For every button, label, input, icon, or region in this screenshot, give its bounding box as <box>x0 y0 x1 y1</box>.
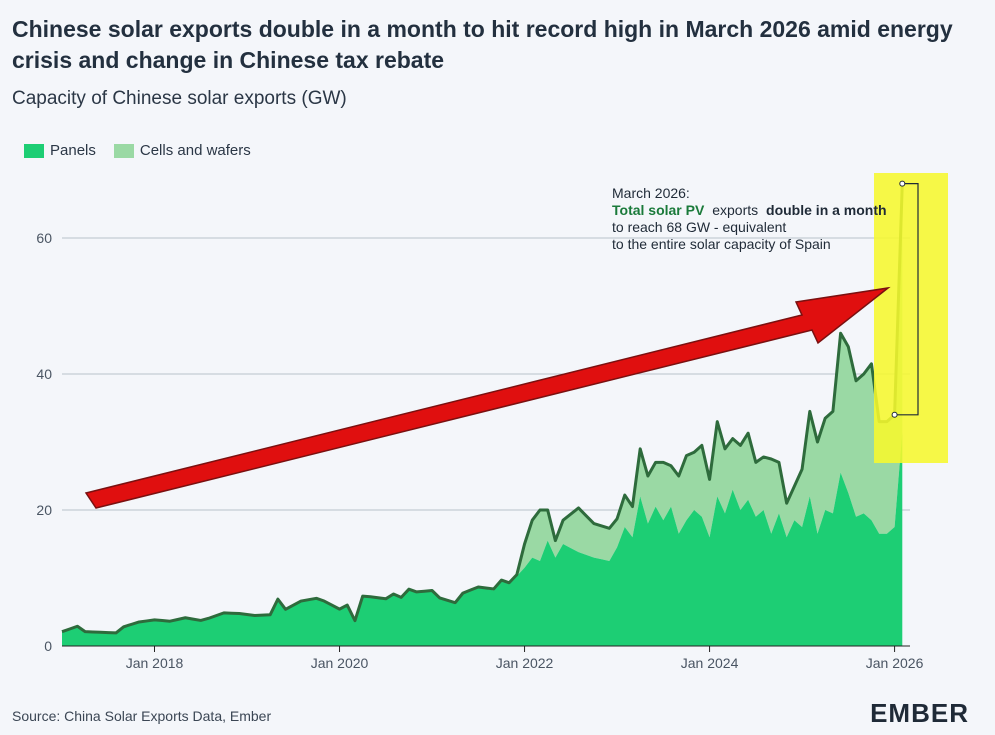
total-line <box>61 182 904 635</box>
area-chart: 0 20 40 60 Jan 2018 Jan 2020 Jan 2022 Jan 2024 J… <box>36 173 948 671</box>
annotation-text-1: exports <box>712 202 758 218</box>
legend-item-cells-and-wafers: Cells and wafers <box>113 142 251 159</box>
area-panels <box>62 431 903 646</box>
x-tick-label: Jan 2024 <box>681 655 739 671</box>
y-tick-label: 20 <box>36 502 52 518</box>
y-tick-label: 40 <box>36 366 52 382</box>
annotation-bold-text: double in a month <box>766 202 887 218</box>
y-tick-label: 0 <box>44 638 52 654</box>
legend-swatch-cells-and-wafers <box>113 143 134 158</box>
chart-subtitle: Capacity of Chinese solar exports (GW) <box>12 88 347 109</box>
x-tick-label: Jan 2026 <box>866 655 924 671</box>
annotation-text-2-line-b: to the entire solar capacity of Spain <box>612 236 831 252</box>
ember-logo: EMBER <box>870 698 969 728</box>
annotation-date-label: March 2026: <box>612 185 690 201</box>
annotation-body: Total solar PV exports double in a month <box>612 202 887 218</box>
x-tick-label: Jan 2020 <box>311 655 369 671</box>
annotation-text-2: to reach 68 GW - equivalent to the entir… <box>612 219 831 252</box>
highlight-point-0 <box>891 411 898 418</box>
legend-label-panels: Panels <box>50 142 96 159</box>
annotation-accent-text: Total solar PV <box>612 202 705 218</box>
axis-layer: 0 20 40 60 Jan 2018 Jan 2020 Jan 2022 Jan 2024 J… <box>36 230 923 671</box>
chart-title: Chinese solar exports double in a month … <box>12 16 953 73</box>
legend-item-panels: Panels <box>24 142 96 159</box>
highlight-point-1 <box>899 180 906 187</box>
legend-swatch-panels <box>24 143 44 158</box>
x-tick-label: Jan 2018 <box>126 655 184 671</box>
source-note: Source: China Solar Exports Data, Ember <box>12 708 272 724</box>
area-layer <box>61 182 904 646</box>
overlay-layer <box>84 173 948 509</box>
x-tick-label: Jan 2022 <box>496 655 554 671</box>
legend-label-cells-and-wafers: Cells and wafers <box>139 142 251 159</box>
y-tick-label: 60 <box>36 230 52 246</box>
red-arrow <box>84 286 891 509</box>
annotation-text-2-line-a: to reach 68 GW - equivalent <box>612 219 786 235</box>
bracket-line <box>894 183 919 416</box>
legend: Panels Cells and wafers <box>24 142 251 159</box>
